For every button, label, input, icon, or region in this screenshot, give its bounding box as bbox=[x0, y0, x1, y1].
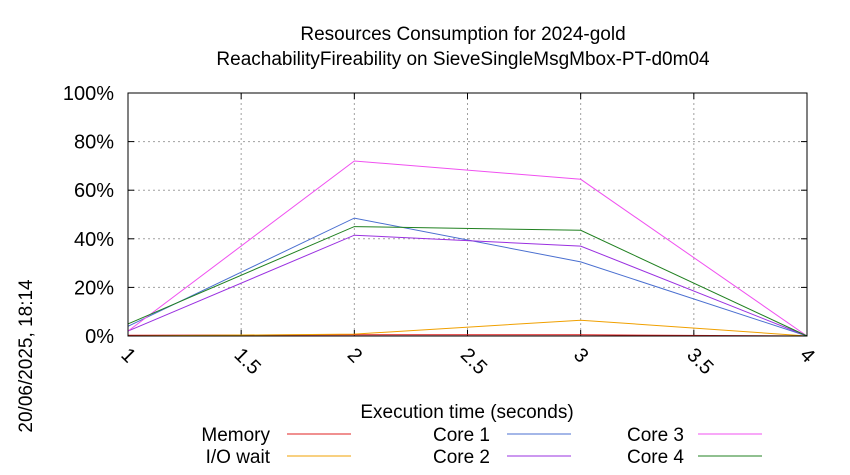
series-line-core-2 bbox=[127, 234, 808, 337]
chart-title-line-2: ReachabilityFireability on SieveSingleMs… bbox=[216, 49, 710, 70]
chart-title-line-1: Resources Consumption for 2024-gold bbox=[300, 24, 625, 45]
y-tick-label: 100% bbox=[63, 83, 114, 105]
series-line-core-4 bbox=[127, 226, 808, 337]
x-tick-label: 3.5 bbox=[682, 344, 717, 379]
timestamp-label: 20/06/2025, 18:14 bbox=[16, 279, 37, 433]
y-tick-label: 80% bbox=[74, 132, 114, 154]
legend-label: Core 1 bbox=[433, 425, 490, 446]
legend-label: I/O wait bbox=[206, 447, 271, 468]
y-tick-label: 60% bbox=[74, 180, 114, 202]
x-tick-label: 1 bbox=[116, 344, 139, 367]
x-tick-label: 1.5 bbox=[230, 344, 265, 379]
y-tick-label: 20% bbox=[74, 277, 114, 299]
y-tick-label: 40% bbox=[74, 229, 114, 251]
x-tick-label: 4 bbox=[795, 344, 818, 367]
x-tick-label: 2 bbox=[343, 344, 366, 367]
legend-label: Memory bbox=[201, 425, 270, 446]
series-line-i-o-wait bbox=[127, 319, 808, 337]
x-tick-label: 2.5 bbox=[456, 344, 491, 379]
legend-label: Core 2 bbox=[433, 447, 490, 468]
plot-frame bbox=[127, 92, 808, 337]
y-tick-label: 0% bbox=[85, 326, 114, 348]
series-line-core-3 bbox=[127, 160, 808, 337]
x-tick-label: 3 bbox=[569, 344, 592, 367]
x-axis-label: Execution time (seconds) bbox=[360, 402, 573, 423]
series-lines bbox=[127, 160, 808, 337]
series-line-core-1 bbox=[127, 217, 808, 337]
legend-label: Core 3 bbox=[627, 425, 684, 446]
legend-label: Core 4 bbox=[627, 447, 684, 468]
grid bbox=[128, 93, 807, 336]
